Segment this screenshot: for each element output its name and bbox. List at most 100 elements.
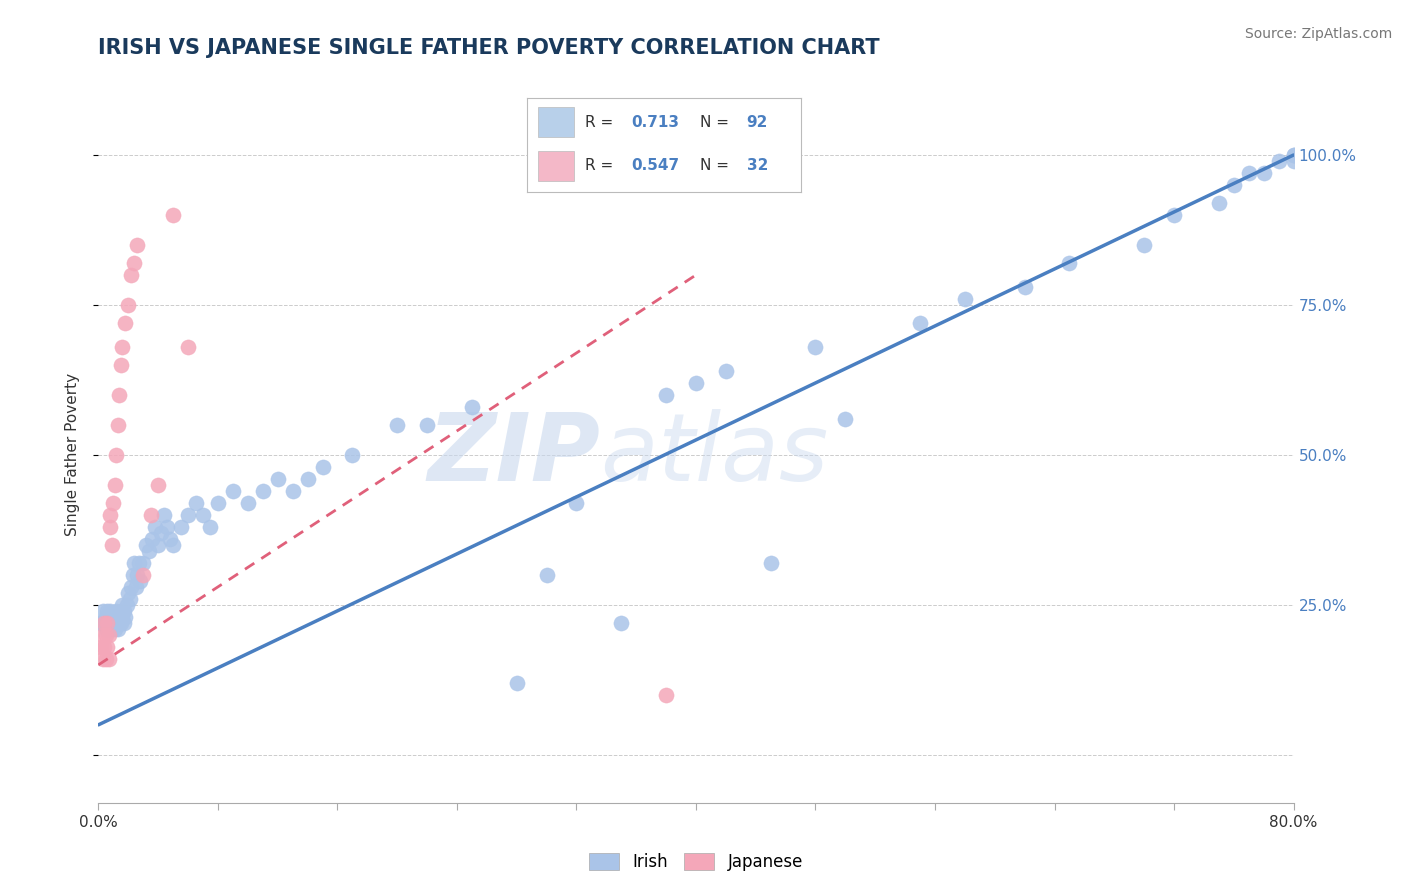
Point [1267, 154, 1289, 169]
Point [132, 567, 155, 582]
Point [120, 268, 142, 282]
Point [162, 538, 184, 552]
Point [143, 520, 166, 534]
Bar [538, 108, 574, 137]
Point [91, 652, 114, 666]
Point [169, 520, 191, 534]
Point [132, 556, 155, 570]
Point [112, 604, 135, 618]
Point [96, 604, 118, 618]
Point [759, 556, 782, 570]
Point [128, 556, 150, 570]
Point [908, 316, 931, 330]
Point [105, 615, 128, 630]
Point [120, 580, 142, 594]
Point [110, 615, 132, 630]
Point [97, 610, 120, 624]
Point [93, 640, 115, 654]
Point [297, 472, 319, 486]
Point [114, 610, 136, 624]
Point [655, 688, 678, 702]
Point [1282, 148, 1305, 162]
Point [115, 598, 138, 612]
Point [1059, 256, 1081, 270]
Point [1282, 148, 1305, 162]
Point [125, 580, 148, 594]
Point [114, 316, 136, 330]
Point [104, 622, 127, 636]
Point [117, 586, 139, 600]
Point [111, 610, 134, 624]
Point [124, 256, 146, 270]
Point [108, 610, 131, 624]
Point [177, 508, 200, 522]
Point [714, 364, 737, 378]
Text: Source: ZipAtlas.com: Source: ZipAtlas.com [1244, 27, 1392, 41]
Point [536, 567, 558, 582]
Point [107, 615, 129, 630]
Point [110, 358, 132, 372]
Point [138, 544, 160, 558]
Point [141, 532, 163, 546]
Point [94, 628, 117, 642]
Point [124, 556, 146, 570]
Point [191, 508, 214, 522]
Point [91, 628, 114, 642]
Point [135, 538, 157, 552]
Point [110, 604, 132, 618]
Point [1282, 154, 1305, 169]
Point [97, 628, 120, 642]
Point [148, 538, 170, 552]
Point [1237, 166, 1260, 180]
Point [1208, 196, 1230, 211]
Point [461, 400, 484, 414]
Point [117, 298, 139, 312]
Point [685, 376, 707, 390]
Point [148, 478, 170, 492]
Point [104, 478, 127, 492]
Point [94, 652, 117, 666]
Point [90, 640, 112, 654]
Point [104, 610, 127, 624]
Point [159, 532, 181, 546]
Point [953, 292, 976, 306]
Point [565, 496, 588, 510]
Point [101, 538, 124, 552]
Point [127, 238, 149, 252]
Point [139, 508, 162, 522]
Point [105, 604, 128, 618]
Point [610, 615, 633, 630]
Text: N =: N = [700, 158, 734, 173]
Point [127, 567, 149, 582]
Point [129, 574, 152, 588]
Point [655, 388, 678, 402]
Text: R =: R = [585, 158, 619, 173]
Point [118, 591, 141, 606]
Point [1014, 280, 1036, 294]
Point [416, 417, 439, 432]
Point [101, 622, 124, 636]
Point [111, 340, 134, 354]
Point [267, 472, 290, 486]
Point [108, 388, 131, 402]
Text: R =: R = [585, 114, 619, 129]
Point [103, 496, 125, 510]
Point [97, 652, 120, 666]
Point [385, 417, 409, 432]
Point [103, 615, 125, 630]
Text: 0.547: 0.547 [631, 158, 679, 173]
Point [90, 615, 112, 630]
Point [222, 483, 245, 498]
Point [101, 615, 124, 630]
Point [177, 340, 200, 354]
Point [184, 496, 207, 510]
Y-axis label: Single Father Poverty: Single Father Poverty [65, 374, 80, 536]
Point [1223, 178, 1246, 192]
Text: 0.713: 0.713 [631, 114, 679, 129]
Point [96, 640, 118, 654]
Point [100, 520, 122, 534]
Point [96, 615, 118, 630]
Point [150, 525, 173, 540]
Point [93, 615, 115, 630]
Text: 32: 32 [747, 158, 768, 173]
